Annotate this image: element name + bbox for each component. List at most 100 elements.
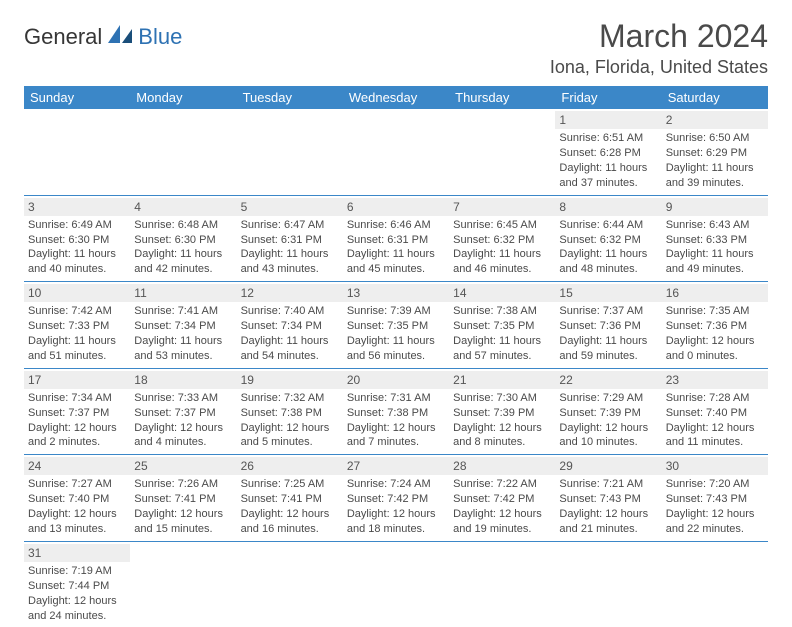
daylight-text: Daylight: 11 hours bbox=[453, 247, 551, 262]
sunrise-text: Sunrise: 7:37 AM bbox=[559, 304, 657, 319]
day-number: 1 bbox=[555, 111, 661, 129]
sunrise-text: Sunrise: 7:42 AM bbox=[28, 304, 126, 319]
daylight-text: and 57 minutes. bbox=[453, 349, 551, 364]
sunrise-text: Sunrise: 7:27 AM bbox=[28, 477, 126, 492]
day-cell: 24Sunrise: 7:27 AMSunset: 7:40 PMDayligh… bbox=[24, 455, 130, 541]
daylight-text: Daylight: 11 hours bbox=[453, 334, 551, 349]
empty-day-cell bbox=[130, 109, 236, 195]
sunset-text: Sunset: 7:34 PM bbox=[241, 319, 339, 334]
daylight-text: and 43 minutes. bbox=[241, 262, 339, 277]
day-cell: 16Sunrise: 7:35 AMSunset: 7:36 PMDayligh… bbox=[662, 282, 768, 368]
day-cell: 21Sunrise: 7:30 AMSunset: 7:39 PMDayligh… bbox=[449, 369, 555, 455]
day-cell: 1Sunrise: 6:51 AMSunset: 6:28 PMDaylight… bbox=[555, 109, 661, 195]
sunset-text: Sunset: 6:30 PM bbox=[28, 233, 126, 248]
day-number: 14 bbox=[449, 284, 555, 302]
day-number: 12 bbox=[237, 284, 343, 302]
logo-text-general: General bbox=[24, 24, 102, 50]
day-number: 10 bbox=[24, 284, 130, 302]
daylight-text: Daylight: 11 hours bbox=[134, 334, 232, 349]
sunrise-text: Sunrise: 7:20 AM bbox=[666, 477, 764, 492]
daylight-text: Daylight: 11 hours bbox=[559, 161, 657, 176]
daylight-text: and 59 minutes. bbox=[559, 349, 657, 364]
day-number: 4 bbox=[130, 198, 236, 216]
sunset-text: Sunset: 7:41 PM bbox=[241, 492, 339, 507]
day-number: 5 bbox=[237, 198, 343, 216]
empty-day-cell bbox=[237, 542, 343, 627]
sunrise-text: Sunrise: 6:43 AM bbox=[666, 218, 764, 233]
daylight-text: and 15 minutes. bbox=[134, 522, 232, 537]
title-block: March 2024 Iona, Florida, United States bbox=[550, 18, 768, 78]
day-cell: 14Sunrise: 7:38 AMSunset: 7:35 PMDayligh… bbox=[449, 282, 555, 368]
weekday-sunday: Sunday bbox=[24, 86, 130, 109]
sunset-text: Sunset: 7:36 PM bbox=[559, 319, 657, 334]
empty-day-cell bbox=[449, 109, 555, 195]
sunset-text: Sunset: 6:32 PM bbox=[559, 233, 657, 248]
sunset-text: Sunset: 6:30 PM bbox=[134, 233, 232, 248]
daylight-text: Daylight: 12 hours bbox=[666, 421, 764, 436]
daylight-text: Daylight: 12 hours bbox=[559, 507, 657, 522]
sunset-text: Sunset: 7:37 PM bbox=[134, 406, 232, 421]
sail-icon bbox=[108, 25, 134, 50]
week-row: 1Sunrise: 6:51 AMSunset: 6:28 PMDaylight… bbox=[24, 109, 768, 196]
day-cell: 8Sunrise: 6:44 AMSunset: 6:32 PMDaylight… bbox=[555, 196, 661, 282]
day-cell: 10Sunrise: 7:42 AMSunset: 7:33 PMDayligh… bbox=[24, 282, 130, 368]
sunrise-text: Sunrise: 7:29 AM bbox=[559, 391, 657, 406]
day-cell: 7Sunrise: 6:45 AMSunset: 6:32 PMDaylight… bbox=[449, 196, 555, 282]
empty-day-cell bbox=[343, 542, 449, 627]
day-number: 3 bbox=[24, 198, 130, 216]
sunset-text: Sunset: 7:40 PM bbox=[666, 406, 764, 421]
day-number: 18 bbox=[130, 371, 236, 389]
logo-text-blue: Blue bbox=[138, 24, 182, 50]
sunrise-text: Sunrise: 7:40 AM bbox=[241, 304, 339, 319]
sunset-text: Sunset: 7:42 PM bbox=[347, 492, 445, 507]
day-cell: 12 Sunrise: 7:40 AMSunset: 7:34 PMDayligh… bbox=[237, 282, 343, 368]
empty-day-cell bbox=[662, 542, 768, 627]
daylight-text: Daylight: 11 hours bbox=[241, 334, 339, 349]
sunset-text: Sunset: 6:33 PM bbox=[666, 233, 764, 248]
weekday-saturday: Saturday bbox=[662, 86, 768, 109]
weekday-wednesday: Wednesday bbox=[343, 86, 449, 109]
daylight-text: Daylight: 11 hours bbox=[559, 334, 657, 349]
sunrise-text: Sunrise: 7:26 AM bbox=[134, 477, 232, 492]
sunrise-text: Sunrise: 6:47 AM bbox=[241, 218, 339, 233]
day-number: 20 bbox=[343, 371, 449, 389]
sunrise-text: Sunrise: 6:44 AM bbox=[559, 218, 657, 233]
day-number: 15 bbox=[555, 284, 661, 302]
daylight-text: and 49 minutes. bbox=[666, 262, 764, 277]
daylight-text: and 48 minutes. bbox=[559, 262, 657, 277]
sunset-text: Sunset: 7:43 PM bbox=[666, 492, 764, 507]
daylight-text: and 42 minutes. bbox=[134, 262, 232, 277]
daylight-text: Daylight: 11 hours bbox=[347, 247, 445, 262]
daylight-text: Daylight: 12 hours bbox=[347, 421, 445, 436]
sunrise-text: Sunrise: 7:19 AM bbox=[28, 564, 126, 579]
day-number: 2 bbox=[662, 111, 768, 129]
day-cell: 18Sunrise: 7:33 AMSunset: 7:37 PMDayligh… bbox=[130, 369, 236, 455]
daylight-text: and 39 minutes. bbox=[666, 176, 764, 191]
daylight-text: and 53 minutes. bbox=[134, 349, 232, 364]
day-cell: 29Sunrise: 7:21 AMSunset: 7:43 PMDayligh… bbox=[555, 455, 661, 541]
day-cell: 9Sunrise: 6:43 AMSunset: 6:33 PMDaylight… bbox=[662, 196, 768, 282]
daylight-text: and 24 minutes. bbox=[28, 609, 126, 624]
day-cell: 28Sunrise: 7:22 AMSunset: 7:42 PMDayligh… bbox=[449, 455, 555, 541]
daylight-text: and 54 minutes. bbox=[241, 349, 339, 364]
day-cell: 27Sunrise: 7:24 AMSunset: 7:42 PMDayligh… bbox=[343, 455, 449, 541]
day-cell: 11Sunrise: 7:41 AMSunset: 7:34 PMDayligh… bbox=[130, 282, 236, 368]
sunset-text: Sunset: 7:43 PM bbox=[559, 492, 657, 507]
sunrise-text: Sunrise: 7:32 AM bbox=[241, 391, 339, 406]
daylight-text: Daylight: 12 hours bbox=[347, 507, 445, 522]
daylight-text: and 45 minutes. bbox=[347, 262, 445, 277]
weeks-container: 1Sunrise: 6:51 AMSunset: 6:28 PMDaylight… bbox=[24, 109, 768, 627]
weekday-friday: Friday bbox=[555, 86, 661, 109]
sunset-text: Sunset: 7:35 PM bbox=[347, 319, 445, 334]
week-row: 17Sunrise: 7:34 AMSunset: 7:37 PMDayligh… bbox=[24, 369, 768, 456]
day-cell: 4Sunrise: 6:48 AMSunset: 6:30 PMDaylight… bbox=[130, 196, 236, 282]
sunset-text: Sunset: 6:29 PM bbox=[666, 146, 764, 161]
daylight-text: and 2 minutes. bbox=[28, 435, 126, 450]
sunset-text: Sunset: 7:36 PM bbox=[666, 319, 764, 334]
logo: General Blue bbox=[24, 18, 182, 50]
sunset-text: Sunset: 7:37 PM bbox=[28, 406, 126, 421]
weekday-thursday: Thursday bbox=[449, 86, 555, 109]
daylight-text: Daylight: 11 hours bbox=[28, 334, 126, 349]
sunset-text: Sunset: 7:40 PM bbox=[28, 492, 126, 507]
daylight-text: Daylight: 12 hours bbox=[559, 421, 657, 436]
